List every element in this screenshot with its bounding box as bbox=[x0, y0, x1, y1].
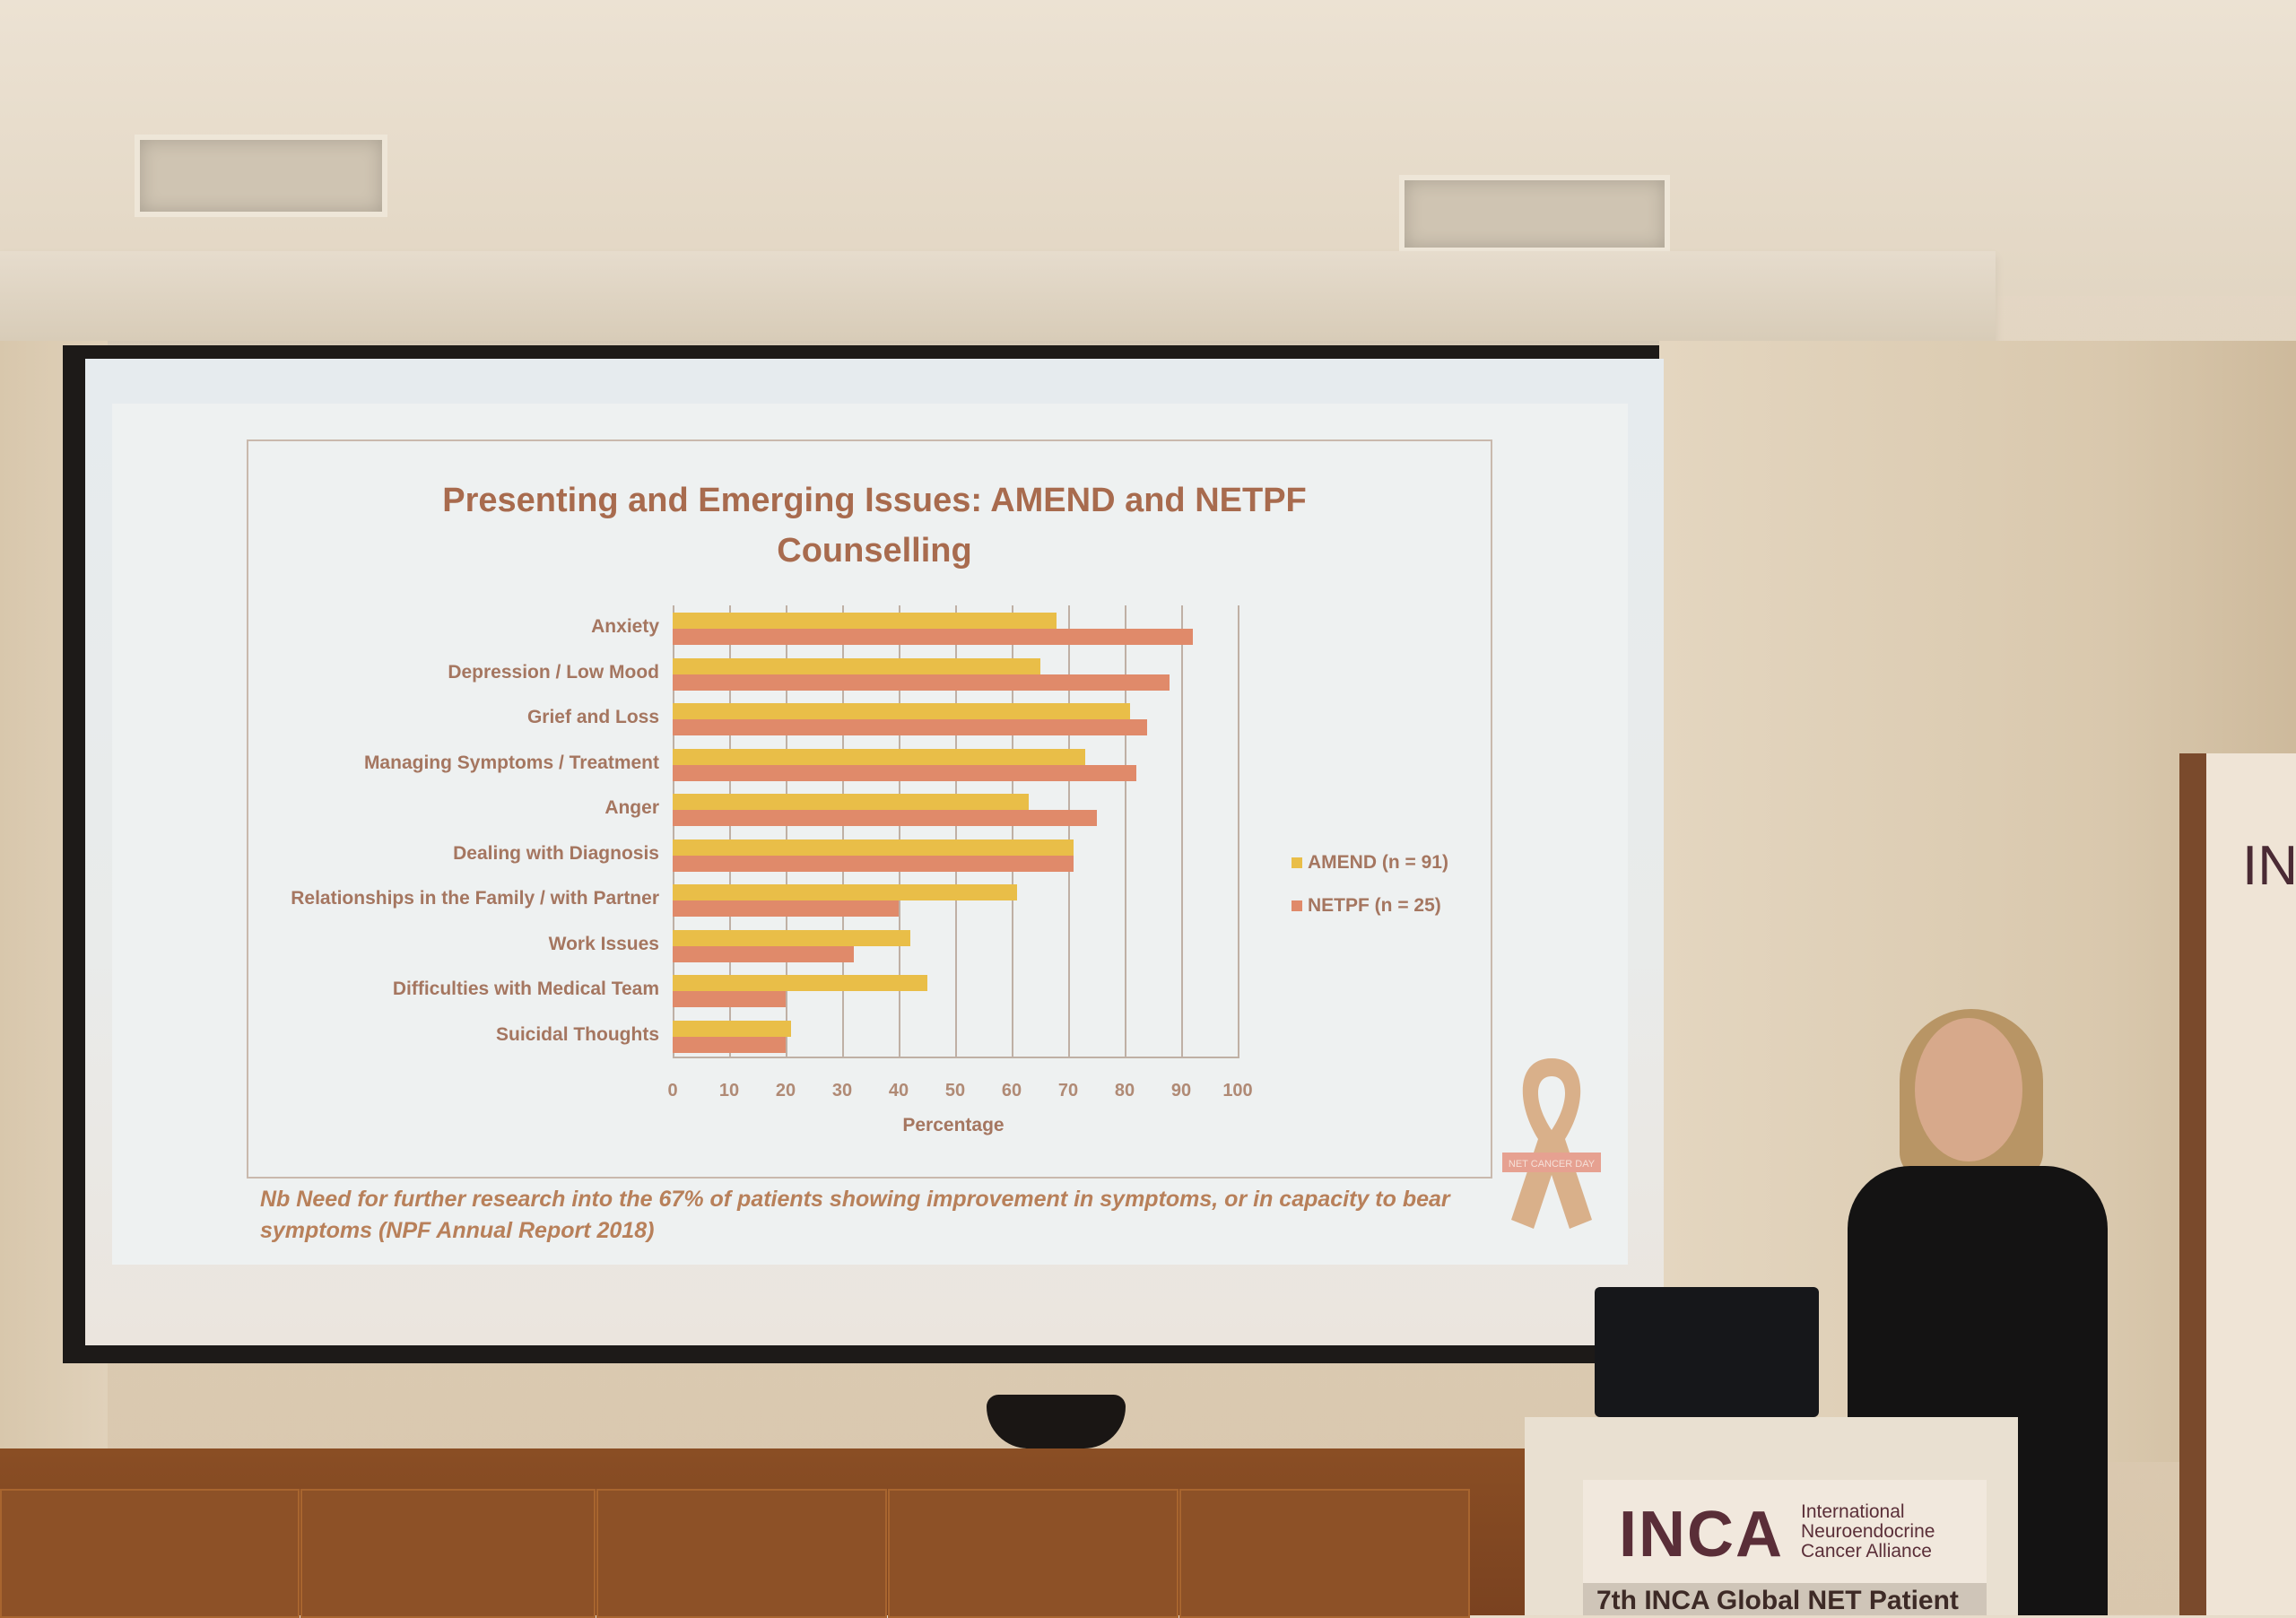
slide-note: Nb Need for further research into the 67… bbox=[260, 1187, 1450, 1243]
bar-amend bbox=[673, 657, 1040, 674]
bar-netpf bbox=[673, 1036, 786, 1053]
net-cancer-day-ribbon-icon: NET CANCER DAY bbox=[1502, 1058, 1601, 1229]
gridline bbox=[673, 605, 674, 1058]
bar-netpf bbox=[673, 810, 1097, 826]
bar-group bbox=[673, 1013, 1238, 1060]
ceiling-vent bbox=[135, 135, 387, 217]
bar-group bbox=[673, 742, 1238, 788]
bar-group bbox=[673, 832, 1238, 879]
bar-netpf bbox=[673, 991, 786, 1007]
x-tick-label: 90 bbox=[1170, 1081, 1192, 1100]
category-label: Relationships in the Family / with Partn… bbox=[291, 888, 659, 909]
bar-netpf bbox=[673, 900, 899, 917]
legend-item-netpf: NETPF (n = 25) bbox=[1292, 884, 1448, 927]
category-label: Grief and Loss bbox=[526, 707, 659, 727]
bar-amend bbox=[673, 839, 1074, 856]
bar-netpf bbox=[673, 674, 1170, 691]
wood-panel bbox=[1179, 1489, 1470, 1618]
decorative-bowl bbox=[987, 1395, 1126, 1448]
x-tick-label: 40 bbox=[888, 1081, 909, 1100]
speaker-head bbox=[1915, 1018, 2022, 1161]
inca-org-name: International Neuroendocrine Cancer Alli… bbox=[1801, 1501, 1935, 1561]
bar-netpf bbox=[673, 719, 1148, 735]
inca-banner bbox=[2179, 753, 2296, 1615]
x-tick-label: 30 bbox=[831, 1081, 853, 1100]
bar-group bbox=[673, 923, 1238, 970]
x-axis-label: Percentage bbox=[902, 1115, 1004, 1135]
slide bbox=[112, 404, 1628, 1265]
gridline bbox=[1238, 605, 1239, 1058]
gridline bbox=[842, 605, 844, 1058]
x-tick-label: 80 bbox=[1114, 1081, 1135, 1100]
gridline bbox=[1125, 605, 1126, 1058]
category-label: Difficulties with Medical Team bbox=[392, 979, 659, 999]
category-label: Suicidal Thoughts bbox=[496, 1023, 659, 1045]
category-label: Anxiety bbox=[591, 616, 659, 637]
category-label: Dealing with Diagnosis bbox=[453, 842, 659, 864]
x-tick-label: 50 bbox=[944, 1081, 966, 1100]
bar-amend bbox=[673, 975, 927, 991]
bar-group bbox=[673, 651, 1238, 698]
gridline bbox=[1012, 605, 1013, 1058]
bar-amend bbox=[673, 1020, 792, 1037]
category-label: Work Issues bbox=[548, 933, 659, 954]
category-label: Managing Symptoms / Treatment bbox=[363, 752, 659, 773]
bar-group bbox=[673, 877, 1238, 924]
category-label: Anger bbox=[604, 797, 659, 818]
legend: AMEND (n = 91) NETPF (n = 25) bbox=[1292, 841, 1448, 927]
chart-border bbox=[247, 439, 1492, 1179]
gridline bbox=[1181, 605, 1183, 1058]
event-title: 7th INCA Global NET Patient bbox=[1596, 1586, 1959, 1615]
x-tick-label: 20 bbox=[775, 1081, 796, 1100]
wood-panel bbox=[0, 1489, 300, 1618]
podium-strip bbox=[1583, 1583, 1987, 1615]
legend-swatch bbox=[1292, 900, 1302, 911]
bar-amend bbox=[673, 929, 910, 946]
bar-amend bbox=[673, 703, 1131, 719]
inca-logo: INCA bbox=[1619, 1499, 1784, 1570]
x-tick-label: 100 bbox=[1222, 1081, 1253, 1100]
bar-amend bbox=[673, 613, 1057, 629]
soffit bbox=[0, 251, 1996, 341]
gridline bbox=[729, 605, 731, 1058]
wood-panel bbox=[596, 1489, 887, 1618]
bar-group bbox=[673, 787, 1238, 833]
x-tick-label: 60 bbox=[1001, 1081, 1022, 1100]
banner-text: IN bbox=[2242, 835, 2296, 897]
bar-amend bbox=[673, 884, 1018, 900]
gridline bbox=[899, 605, 900, 1058]
bar-netpf bbox=[673, 855, 1074, 872]
bar-netpf bbox=[673, 629, 1193, 645]
x-tick-label: 70 bbox=[1057, 1081, 1079, 1100]
bar-group bbox=[673, 605, 1238, 652]
chart-title: Presenting and Emerging Issues: AMEND an… bbox=[442, 482, 1307, 570]
laptop bbox=[1595, 1287, 1819, 1417]
legend-swatch bbox=[1292, 857, 1302, 868]
bar-netpf bbox=[673, 764, 1136, 781]
plot-area bbox=[673, 605, 1239, 1060]
bar-group bbox=[673, 968, 1238, 1014]
x-tick-label: 10 bbox=[718, 1081, 740, 1100]
gridline bbox=[786, 605, 787, 1058]
wood-panel bbox=[888, 1489, 1178, 1618]
bar-netpf bbox=[673, 945, 854, 962]
gridline bbox=[955, 605, 957, 1058]
ceiling-vent bbox=[1399, 175, 1670, 253]
category-label: Depression / Low Mood bbox=[448, 661, 659, 683]
svg-text:NET CANCER DAY: NET CANCER DAY bbox=[1509, 1159, 1596, 1170]
bar-amend bbox=[673, 794, 1029, 810]
bar-amend bbox=[673, 748, 1085, 765]
wood-panel bbox=[300, 1489, 596, 1618]
x-tick-label: 0 bbox=[667, 1081, 678, 1100]
bar-group bbox=[673, 696, 1238, 743]
gridline bbox=[1068, 605, 1070, 1058]
legend-item-amend: AMEND (n = 91) bbox=[1292, 841, 1448, 884]
